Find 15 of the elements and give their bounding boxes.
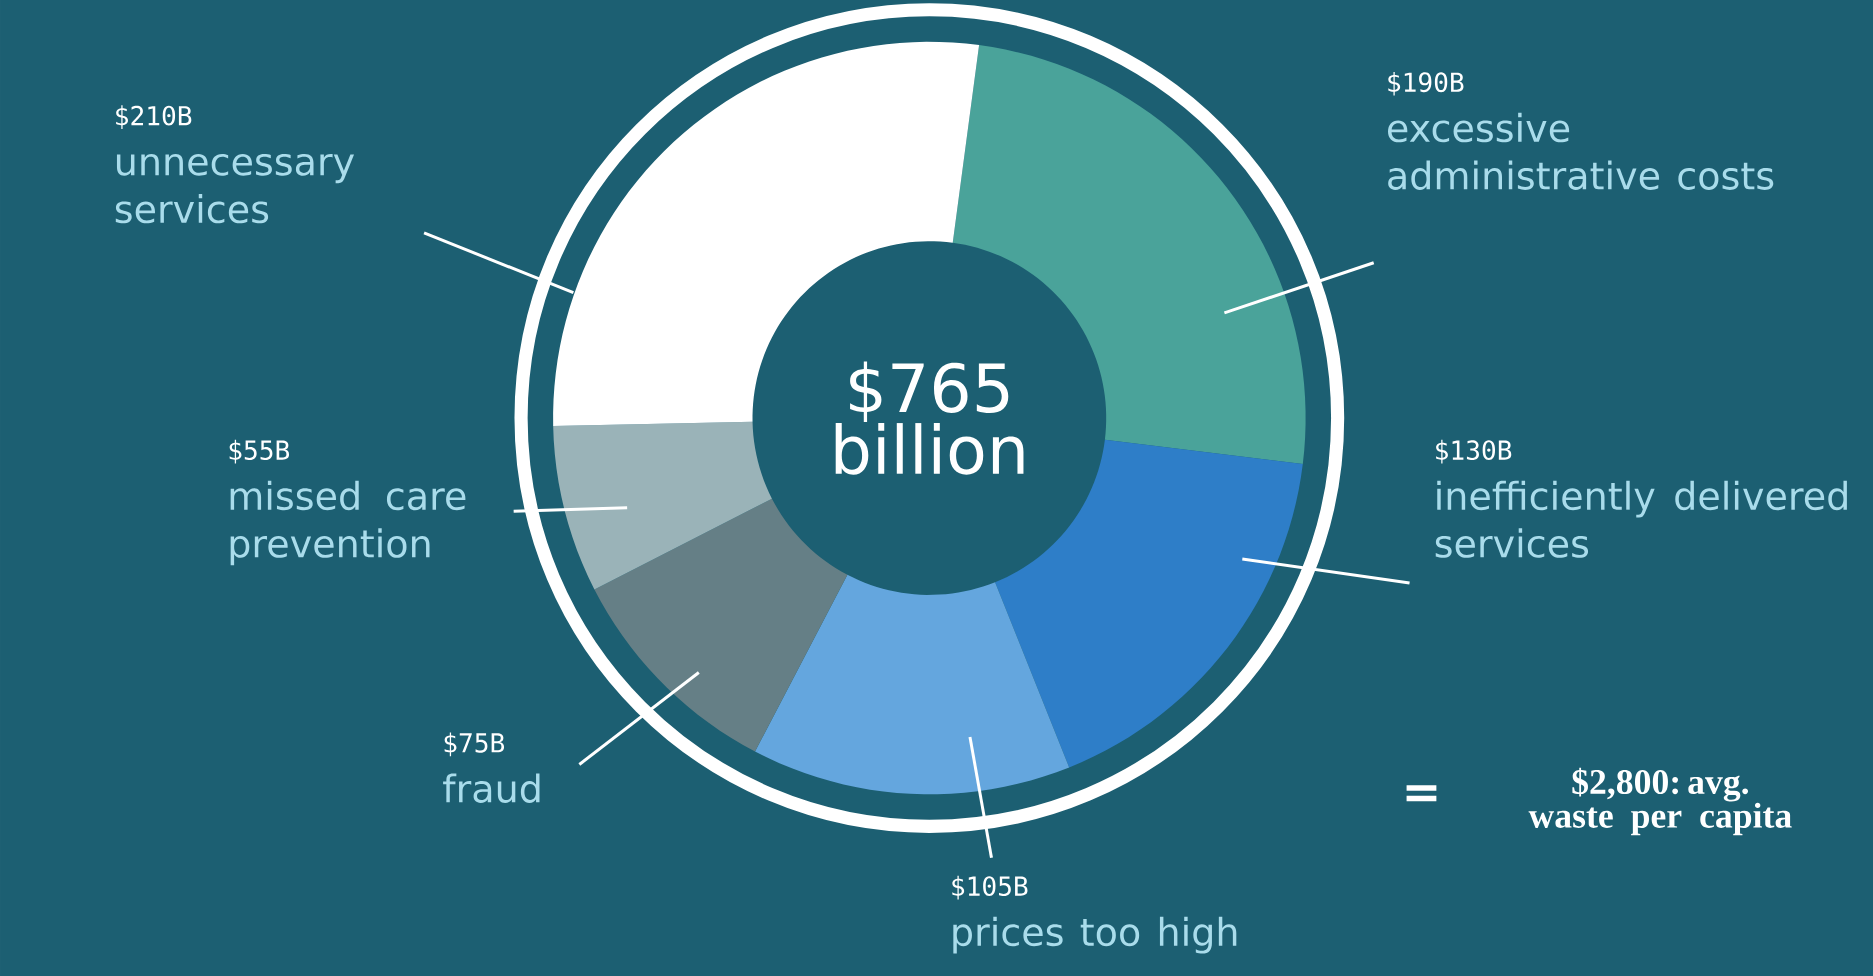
text: $2,800: avg. waste per capita [1528,767,1792,836]
slice-label: inefficiently delivered services [1435,480,1847,558]
data-label: $210B [116,105,192,130]
slice-label: prices too high [953,916,1237,954]
slice-label: missed care prevention [230,480,466,566]
text: $765 billion [835,361,1024,475]
data-label: $190B [1388,71,1464,96]
slice-label: excessive administrative costs [1388,112,1774,190]
data-label: $75B [444,732,505,757]
data-label: $130B [1436,439,1512,464]
data-label: $55B [229,439,290,464]
text: = [1406,785,1437,802]
data-label: $105B [952,875,1028,900]
slice-label: fraud [443,773,540,803]
slice-label: unnecessary services [115,153,355,224]
